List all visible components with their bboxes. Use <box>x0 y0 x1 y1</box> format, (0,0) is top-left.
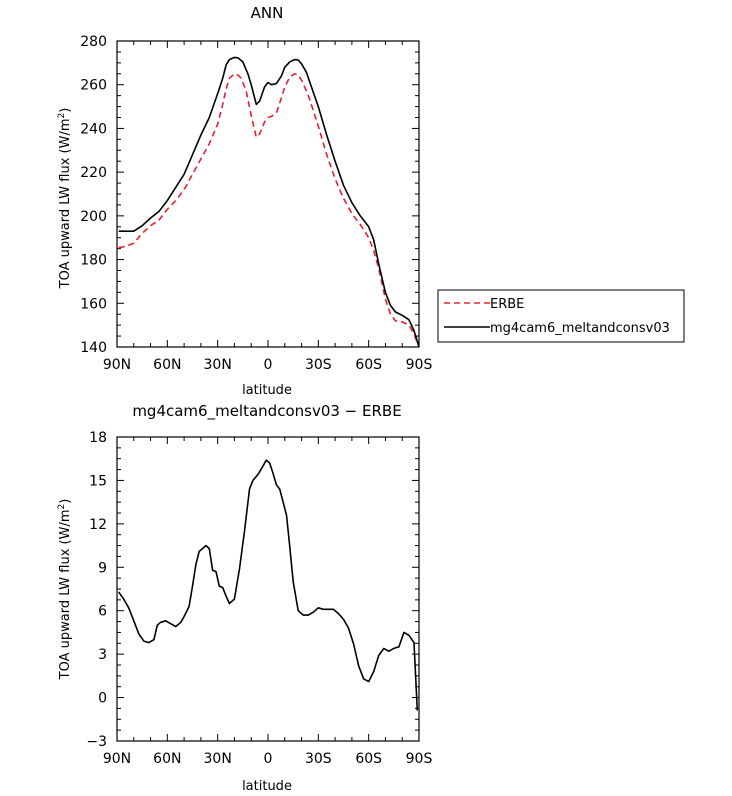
legend: ERBE mg4cam6_meltandconsv03 <box>437 289 685 343</box>
bottom-x-tick-label: 0 <box>264 751 273 767</box>
legend-box <box>437 289 685 343</box>
bottom-y-tick-label: 3 <box>98 647 107 663</box>
bottom-x-tick-label: 60N <box>153 751 181 767</box>
top-y-tick-label: 240 <box>80 121 107 137</box>
bottom-chart-title: mg4cam6_meltandconsv03 − ERBE <box>132 402 401 421</box>
top-x-tick-label: 30N <box>204 357 232 373</box>
top-x-tick-label: 60N <box>153 357 181 373</box>
bottom-y-tick-label: 0 <box>98 691 107 707</box>
top-y-tick-label: 260 <box>80 78 107 94</box>
top-y-axis-label-sup: 2 <box>57 113 67 119</box>
bottom-y-tick-label: 12 <box>89 517 107 533</box>
bottom-y-tick-label: 6 <box>98 604 107 620</box>
top-y-axis-label-tail: ) <box>58 108 73 113</box>
top-y-tick-label: 160 <box>80 296 107 312</box>
bottom-x-tick-label: 30S <box>305 751 332 767</box>
legend-erbe-label: ERBE <box>490 297 524 312</box>
bottom-y-tick-label: 9 <box>98 560 107 576</box>
top-x-tick-label: 60S <box>355 357 382 373</box>
top-x-tick-label: 90N <box>103 357 131 373</box>
bottom-x-tick-label: 90S <box>406 751 433 767</box>
top-y-tick-label: 280 <box>80 34 107 50</box>
top-y-tick-label: 180 <box>80 253 107 269</box>
bottom-x-tick-label: 30N <box>204 751 232 767</box>
top-series-line-erbe <box>118 73 420 348</box>
top-plot-area <box>116 40 420 348</box>
bottom-x-tick-labels: 90N 60N 30N 0 30S 60S 90S <box>103 751 433 767</box>
bottom-y-tick-label: 18 <box>89 430 107 446</box>
top-x-tick-label: 30S <box>305 357 332 373</box>
bottom-y-axis-label-main: TOA upward LW flux (W/m <box>58 509 73 680</box>
top-chart-title: ANN <box>251 4 284 22</box>
bottom-y-tick-labels: −3 0 3 6 9 12 15 18 <box>86 430 107 750</box>
top-y-tick-labels: 140 160 180 200 220 240 260 280 <box>80 34 107 356</box>
top-plot-frame <box>116 40 420 348</box>
bottom-y-axis-label-tail: ) <box>58 499 73 504</box>
bottom-y-axis-label-sup: 2 <box>57 504 67 510</box>
bottom-x-tick-label: 60S <box>355 751 382 767</box>
bottom-series-line-difference <box>118 459 419 711</box>
top-x-tick-labels: 90N 60N 30N 0 30S 60S 90S <box>103 357 433 373</box>
bottom-x-tick-label: 90N <box>103 751 131 767</box>
bottom-y-axis-label: TOA upward LW flux (W/m2) <box>57 499 73 681</box>
top-series-line-mg4cam6-meltandconsv03 <box>118 56 420 348</box>
top-y-tick-label: 220 <box>80 165 107 181</box>
top-x-axis-label: latitude <box>242 383 292 398</box>
bottom-plot-frame <box>116 436 420 742</box>
top-y-axis-label: TOA upward LW flux (W/m2) <box>57 108 73 290</box>
bottom-plot-area <box>116 436 420 742</box>
top-y-tick-label: 200 <box>80 209 107 225</box>
bottom-panel: mg4cam6_meltandconsv03 − ERBE 90N 60N 30N 0… <box>57 402 432 794</box>
top-y-axis-label-main: TOA upward LW flux (W/m <box>58 118 73 289</box>
top-panel: ANN 90N 60N 30N 0 30S 60S 90S 140 160 180 200 220 2… <box>57 4 685 398</box>
bottom-y-tick-label: −3 <box>86 734 107 750</box>
bottom-y-tick-label: 15 <box>89 473 107 489</box>
top-x-tick-label: 90S <box>406 357 433 373</box>
legend-model-label: mg4cam6_meltandconsv03 <box>490 321 670 336</box>
top-x-tick-label: 0 <box>264 357 273 373</box>
top-y-tick-label: 140 <box>80 340 107 356</box>
bottom-x-axis-label: latitude <box>242 779 292 794</box>
